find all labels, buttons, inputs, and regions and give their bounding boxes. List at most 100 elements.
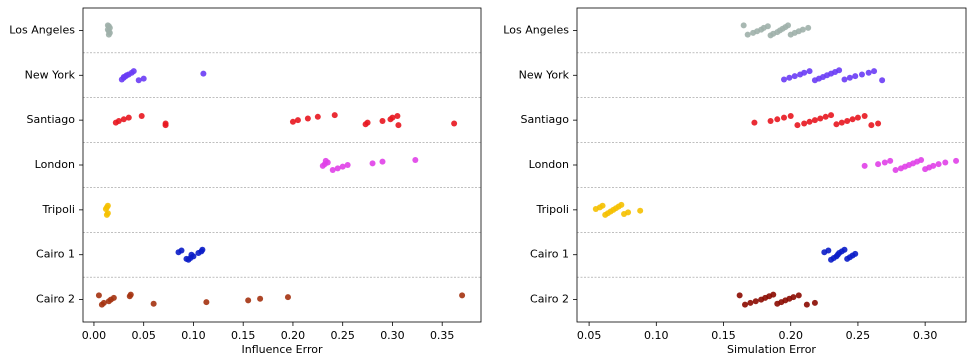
point <box>787 112 794 119</box>
point <box>892 167 899 173</box>
point <box>736 292 743 299</box>
point <box>871 68 878 75</box>
point <box>747 299 754 306</box>
point <box>138 112 145 119</box>
point <box>379 117 386 124</box>
point <box>104 210 111 217</box>
point <box>100 299 107 306</box>
point <box>781 76 788 83</box>
point <box>822 113 829 120</box>
point <box>162 120 169 127</box>
point <box>786 74 793 81</box>
point <box>744 31 751 38</box>
point <box>394 112 401 119</box>
point <box>127 291 134 298</box>
point <box>451 120 458 127</box>
point <box>459 292 466 299</box>
point <box>203 299 210 306</box>
x-tick-label: 0.30 <box>380 329 405 342</box>
point <box>199 246 206 253</box>
point <box>861 162 868 169</box>
y-tick-label: Tripoli <box>41 203 75 216</box>
x-tick-label: 0.20 <box>778 329 803 342</box>
point <box>841 246 848 253</box>
point <box>314 113 321 120</box>
point <box>774 116 781 123</box>
point <box>115 117 122 124</box>
point <box>294 117 301 124</box>
point <box>868 122 875 129</box>
y-tick-label: Los Angeles <box>9 23 75 36</box>
point <box>334 165 341 172</box>
point <box>865 69 872 76</box>
point <box>833 121 840 128</box>
point <box>881 159 888 166</box>
point <box>369 160 376 167</box>
point <box>125 114 132 121</box>
point <box>395 122 402 129</box>
y-tick-label: Cairo 2 <box>530 293 569 306</box>
y-tick-label: Santiago <box>26 113 75 126</box>
point <box>875 120 882 127</box>
point <box>740 22 747 29</box>
x-tick-label: 0.20 <box>281 329 306 342</box>
point <box>344 162 351 168</box>
point <box>95 292 102 299</box>
point <box>852 250 859 257</box>
y-tick-label: Los Angeles <box>503 23 569 36</box>
point <box>618 201 625 208</box>
point <box>844 117 851 124</box>
point <box>852 73 859 80</box>
point <box>200 70 207 77</box>
point <box>806 68 813 75</box>
y-tick-label: Santiago <box>520 113 569 126</box>
point <box>140 75 147 82</box>
point <box>751 119 758 126</box>
point <box>849 116 856 123</box>
point <box>918 157 925 163</box>
point <box>770 291 777 298</box>
point <box>953 157 960 164</box>
point <box>284 294 291 301</box>
point <box>364 119 371 126</box>
point <box>752 298 759 305</box>
point <box>379 158 386 165</box>
axes-frame <box>576 7 967 323</box>
point <box>838 119 845 126</box>
x-tick-label: 0.25 <box>846 329 871 342</box>
point <box>105 23 112 30</box>
y-tick-label: London <box>35 158 75 171</box>
y-tick-label: New York <box>25 68 76 81</box>
point <box>805 24 812 31</box>
axes-frame <box>82 7 482 323</box>
point <box>339 163 346 170</box>
point <box>790 294 797 301</box>
point <box>742 301 749 308</box>
x-tick-label: 0.05 <box>131 329 156 342</box>
point <box>854 114 861 121</box>
x-tick-label: 0.10 <box>644 329 669 342</box>
point <box>846 74 853 81</box>
y-tick-label: London <box>529 158 569 171</box>
y-tick-label: Tripoli <box>535 203 569 216</box>
point <box>188 251 195 258</box>
point <box>801 120 808 127</box>
point <box>803 301 810 308</box>
point <box>781 114 788 121</box>
point <box>836 67 843 74</box>
point <box>785 22 792 29</box>
point <box>875 161 882 168</box>
x-tick-label: 0.25 <box>330 329 355 342</box>
x-tick-label: 0.15 <box>711 329 736 342</box>
point <box>150 300 157 307</box>
x-axis-label: Influence Error <box>242 343 323 356</box>
point <box>791 73 798 80</box>
point <box>599 202 606 209</box>
point <box>764 23 771 30</box>
point <box>887 157 894 164</box>
point <box>245 297 252 304</box>
x-tick-label: 0.10 <box>181 329 206 342</box>
point <box>183 255 190 262</box>
point <box>828 112 835 119</box>
